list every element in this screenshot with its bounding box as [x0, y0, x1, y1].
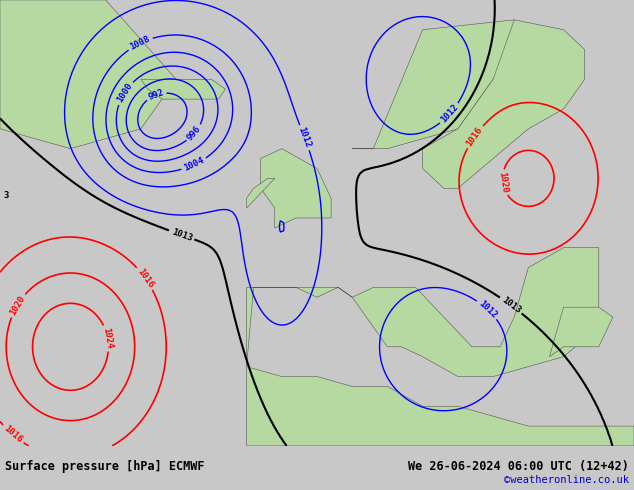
- Polygon shape: [353, 20, 528, 148]
- Text: We 26-06-2024 06:00 UTC (12+42): We 26-06-2024 06:00 UTC (12+42): [408, 460, 629, 473]
- Polygon shape: [261, 148, 331, 228]
- Text: 1016: 1016: [2, 424, 24, 445]
- Polygon shape: [247, 248, 598, 376]
- Polygon shape: [141, 79, 226, 99]
- Text: 1013: 1013: [500, 295, 522, 315]
- Polygon shape: [423, 20, 585, 188]
- Text: 1016: 1016: [136, 267, 155, 290]
- Text: Surface pressure [hPa] ECMWF: Surface pressure [hPa] ECMWF: [5, 460, 205, 473]
- Text: 1008: 1008: [129, 34, 152, 52]
- Text: 1000: 1000: [115, 81, 134, 104]
- Text: 1013: 1013: [170, 227, 193, 243]
- Polygon shape: [247, 367, 634, 446]
- Text: 1012: 1012: [297, 126, 313, 149]
- Text: 1012: 1012: [439, 103, 460, 125]
- Text: 996: 996: [186, 124, 203, 142]
- Text: 1020: 1020: [497, 172, 509, 194]
- Text: ©weatheronline.co.uk: ©weatheronline.co.uk: [504, 475, 629, 485]
- Polygon shape: [247, 178, 275, 208]
- Text: 3: 3: [4, 191, 9, 200]
- Text: 1016: 1016: [465, 125, 484, 148]
- Text: 992: 992: [147, 88, 165, 102]
- Text: 1020: 1020: [8, 294, 27, 317]
- Polygon shape: [0, 0, 176, 148]
- Text: 1004: 1004: [183, 156, 206, 173]
- Text: 1012: 1012: [477, 299, 498, 320]
- Text: 1024: 1024: [101, 327, 114, 349]
- Polygon shape: [550, 307, 613, 357]
